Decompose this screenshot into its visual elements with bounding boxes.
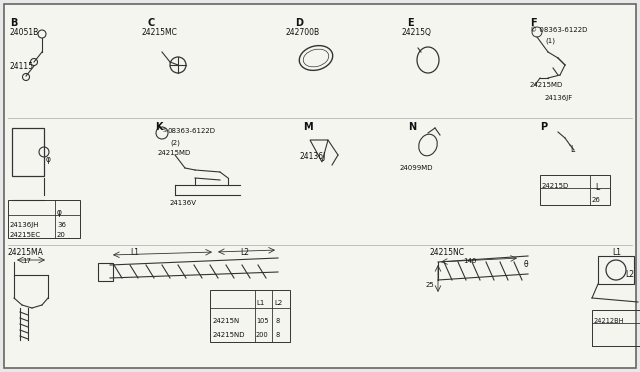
Text: 24215N: 24215N: [213, 318, 240, 324]
Text: L1: L1: [612, 248, 621, 257]
Text: 24215Q: 24215Q: [402, 28, 432, 37]
Text: 36: 36: [57, 222, 66, 228]
Text: 24215MC: 24215MC: [142, 28, 178, 37]
Bar: [210, 290, 290, 342]
Text: L1: L1: [130, 248, 139, 257]
Text: 24136JH: 24136JH: [10, 222, 40, 228]
Text: (1): (1): [545, 37, 555, 44]
Text: 24212BH: 24212BH: [594, 318, 625, 324]
Text: 8: 8: [275, 318, 279, 324]
Bar: [98, 263, 113, 281]
Text: L2: L2: [274, 300, 282, 306]
Text: 8: 8: [275, 332, 279, 338]
Text: φ: φ: [57, 208, 62, 217]
Text: 08363-6122D: 08363-6122D: [168, 128, 216, 134]
Text: 24051B: 24051B: [10, 28, 39, 37]
Text: 17: 17: [22, 258, 31, 264]
Text: 105: 105: [256, 318, 269, 324]
Text: 140: 140: [463, 258, 477, 264]
Text: 24099MD: 24099MD: [400, 165, 433, 171]
Text: P: P: [540, 122, 547, 132]
Text: φ: φ: [46, 155, 51, 164]
Text: S: S: [163, 128, 167, 133]
Text: N: N: [408, 122, 416, 132]
Text: 24215ND: 24215ND: [213, 332, 246, 338]
Text: C: C: [148, 18, 156, 28]
Text: D: D: [295, 18, 303, 28]
Text: © 08363-6122D: © 08363-6122D: [530, 27, 588, 33]
Text: 200: 200: [256, 332, 269, 338]
Text: (2): (2): [170, 139, 180, 145]
Text: L: L: [595, 183, 599, 192]
Bar: [8, 200, 80, 238]
Bar: [592, 310, 640, 346]
Text: 242700B: 242700B: [285, 28, 319, 37]
Text: 24136JF: 24136JF: [545, 95, 573, 101]
Text: 24115: 24115: [10, 62, 34, 71]
Text: 25: 25: [425, 282, 434, 288]
Text: B: B: [10, 18, 17, 28]
Bar: [598, 256, 634, 284]
Bar: [12, 128, 44, 176]
Text: 24215D: 24215D: [542, 183, 569, 189]
Text: M: M: [303, 122, 312, 132]
Text: 24215MD: 24215MD: [530, 82, 563, 88]
Text: L2: L2: [625, 270, 634, 279]
Text: 24215NC: 24215NC: [430, 248, 465, 257]
Text: 24215MA: 24215MA: [8, 248, 44, 257]
Bar: [540, 175, 610, 205]
Text: 24215MD: 24215MD: [158, 150, 191, 156]
Text: 24136V: 24136V: [170, 200, 197, 206]
Text: L1: L1: [256, 300, 264, 306]
Text: E: E: [407, 18, 413, 28]
Text: K: K: [155, 122, 163, 132]
Text: F: F: [530, 18, 536, 28]
Text: 24136J: 24136J: [300, 152, 326, 161]
Text: L2: L2: [240, 248, 249, 257]
Text: 26: 26: [592, 197, 601, 203]
Text: L: L: [570, 145, 574, 154]
Text: 20: 20: [57, 232, 66, 238]
Text: 24215EC: 24215EC: [10, 232, 41, 238]
Text: θ: θ: [524, 260, 529, 269]
